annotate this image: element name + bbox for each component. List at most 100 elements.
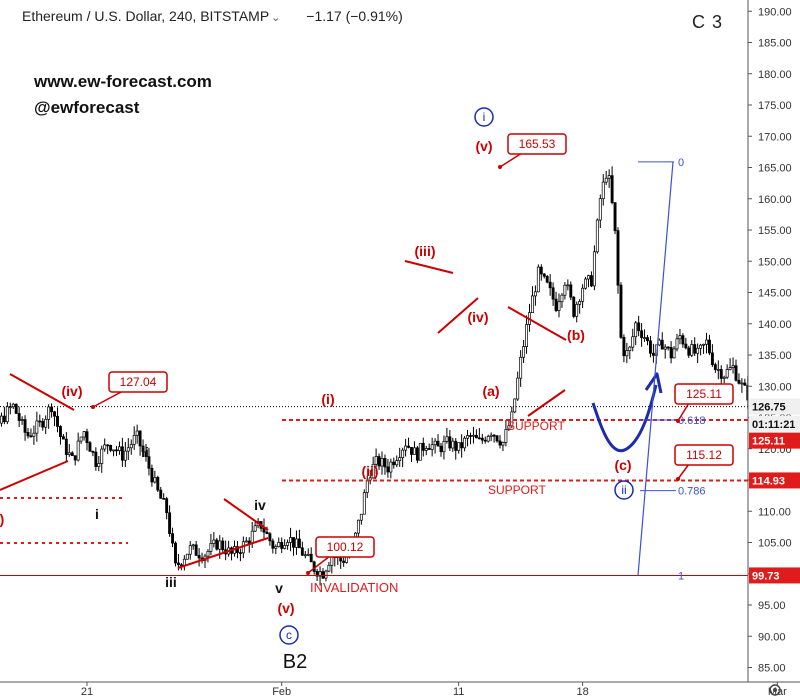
candle-body (731, 365, 735, 368)
settings-gear-icon[interactable] (769, 684, 781, 696)
chevron-down-icon[interactable]: ⌄ (271, 12, 281, 24)
candle-body (631, 336, 635, 348)
candle-body (460, 442, 464, 449)
wave-label: (i) (321, 391, 334, 407)
candle-body (601, 181, 605, 199)
candle-body (277, 542, 281, 547)
candle-body (271, 540, 275, 549)
candle-body (318, 571, 322, 577)
candle-body (634, 322, 638, 338)
candle-body (5, 406, 9, 423)
candle-body (401, 449, 405, 459)
candle-body (519, 356, 523, 379)
price-tick-label: 90.00 (758, 631, 786, 643)
candle-body (728, 367, 732, 370)
wave-trendline (223, 498, 269, 531)
candle-body (616, 230, 620, 286)
candle-body (324, 570, 328, 579)
candle-body (265, 531, 269, 534)
candle-body (115, 449, 118, 452)
candle-body (88, 442, 92, 452)
candle-body (666, 346, 670, 349)
candle-body (584, 278, 588, 289)
candle-body (457, 442, 461, 451)
candle-body (303, 554, 307, 557)
candle-body (330, 556, 334, 566)
candle-body (315, 571, 319, 577)
candle-body (97, 463, 101, 467)
time-axis[interactable]: 1421Feb1118Mar1118 (0, 681, 800, 700)
candle-body (283, 545, 287, 549)
callout-leader (677, 463, 690, 480)
candle-body (581, 287, 585, 302)
candle-body (522, 346, 526, 358)
candle-body (38, 420, 42, 423)
candle-body (215, 539, 219, 550)
candle-body (469, 435, 472, 437)
candle-body (474, 434, 478, 439)
wave-label: ii (621, 483, 626, 497)
candle-body (374, 456, 378, 465)
price-tick-label: 140.00 (758, 319, 792, 331)
candle-body (117, 446, 121, 451)
candle-body (23, 419, 27, 433)
candle-body (144, 451, 148, 457)
callout-leader (92, 390, 124, 408)
candle-body (421, 442, 425, 451)
candle-body (442, 441, 446, 453)
wave-label: c (286, 628, 292, 642)
candle-body (589, 275, 593, 287)
candle-body (238, 552, 242, 554)
candle-body (61, 436, 65, 440)
candle-body (640, 330, 644, 338)
candle-body (41, 421, 45, 428)
candle-body (625, 350, 629, 357)
candle-body (604, 177, 608, 183)
fib-trend-line (637, 161, 674, 576)
candle-body (35, 420, 39, 434)
candle-body (253, 525, 257, 532)
candle-body (693, 344, 697, 354)
candle-body (533, 291, 537, 297)
candle-body (221, 540, 225, 551)
price-tag-box (749, 567, 800, 584)
candle-body (168, 512, 172, 535)
candle-body (592, 251, 596, 287)
symbol-title[interactable]: Ethereum / U.S. Dollar, 240, BITSTAMP (22, 8, 270, 24)
callout-value: 125.11 (686, 387, 722, 401)
wave-labels: (iv))iiiiiiivv(v)cB2(i)(ii)(iii)(iv)(v)i… (0, 107, 634, 673)
candle-body (707, 339, 711, 354)
candle-body (451, 440, 455, 449)
candle-body (2, 415, 6, 423)
candle-body (94, 451, 98, 467)
price-tag-label: 125.11 (752, 436, 785, 448)
candle-body (209, 543, 213, 552)
candle-body (418, 442, 422, 461)
candle-body (675, 338, 679, 350)
price-tick-label: 175.00 (758, 100, 792, 112)
candle-body (182, 558, 186, 566)
candle-body (477, 437, 481, 440)
candle-body (129, 444, 133, 449)
candle-body (132, 435, 136, 445)
price-tick-label: 105.00 (758, 538, 792, 550)
candle-body (551, 287, 555, 300)
candle-body (342, 560, 346, 563)
candle-body (587, 275, 590, 280)
candle-body (312, 561, 316, 572)
candle-body (643, 337, 647, 339)
candle-body (162, 498, 166, 500)
candle-body (489, 434, 493, 437)
candle-body (415, 447, 419, 461)
price-tick-label: 180.00 (758, 69, 792, 81)
wave-label: (iv) (468, 309, 489, 325)
fib-level-label: 1 (678, 570, 684, 582)
candle-body (359, 513, 363, 521)
candle-body (194, 544, 198, 556)
price-tick-label: 135.00 (758, 350, 792, 362)
callout-leader (307, 555, 331, 574)
wave-trendline (177, 537, 269, 569)
candle-body (380, 458, 384, 467)
candle-body (292, 537, 295, 548)
candle-body (218, 540, 222, 550)
